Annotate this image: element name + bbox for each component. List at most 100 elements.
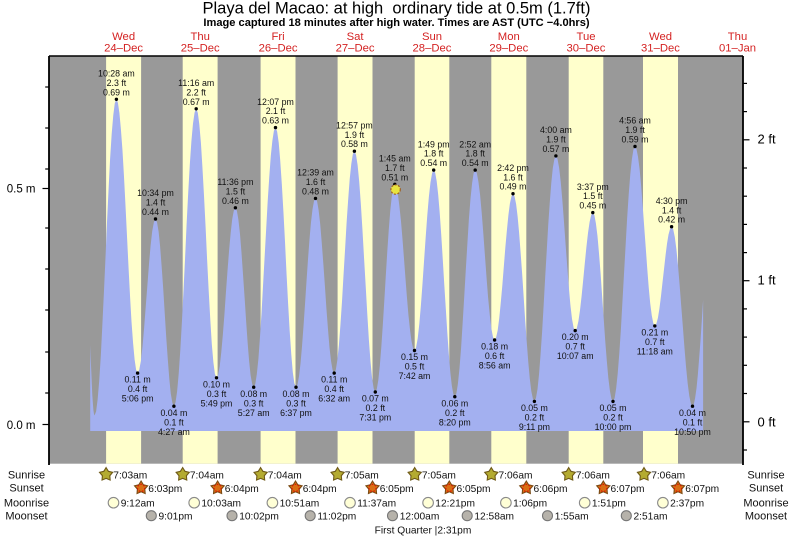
svg-text:1.8 ft: 1.8 ft [424, 149, 444, 159]
svg-text:10:02pm: 10:02pm [239, 512, 279, 523]
svg-text:7:06am: 7:06am [651, 470, 685, 481]
svg-text:Sunset: Sunset [749, 483, 783, 495]
svg-text:7:05am: 7:05am [345, 470, 379, 481]
svg-text:0.5 ft: 0.5 ft [405, 362, 425, 372]
svg-text:0.18 m: 0.18 m [481, 342, 508, 352]
svg-text:12:00am: 12:00am [400, 512, 440, 523]
svg-text:1.6 ft: 1.6 ft [306, 177, 326, 187]
svg-text:10:28 am: 10:28 am [98, 69, 135, 79]
svg-text:28–Dec: 28–Dec [413, 43, 452, 55]
svg-text:0.1 ft: 0.1 ft [683, 417, 703, 427]
svg-text:Sunrise: Sunrise [8, 469, 45, 481]
svg-text:8:56 am: 8:56 am [479, 361, 511, 371]
svg-text:0.11 m: 0.11 m [321, 375, 347, 385]
svg-text:0.1 ft: 0.1 ft [164, 417, 184, 427]
svg-text:7:05am: 7:05am [422, 470, 456, 481]
svg-text:1:51pm: 1:51pm [592, 499, 626, 510]
svg-text:0.49 m: 0.49 m [500, 182, 527, 192]
svg-text:0.54 m: 0.54 m [462, 158, 489, 168]
svg-text:1.5 ft: 1.5 ft [226, 186, 246, 196]
svg-text:0.46 m: 0.46 m [222, 196, 249, 206]
svg-text:0.20 m: 0.20 m [562, 332, 589, 342]
svg-text:Image captured 18 minutes afte: Image captured 18 minutes after high wat… [203, 17, 590, 29]
svg-text:4:00 am: 4:00 am [540, 125, 572, 135]
svg-text:2:42 pm: 2:42 pm [497, 163, 529, 173]
svg-text:Sunset: Sunset [9, 483, 43, 495]
svg-text:1.8 ft: 1.8 ft [465, 149, 485, 159]
svg-text:10:03am: 10:03am [201, 499, 241, 510]
svg-text:8:20 pm: 8:20 pm [439, 417, 471, 427]
svg-text:6:05pm: 6:05pm [380, 484, 414, 495]
svg-text:0.54 m: 0.54 m [420, 158, 447, 168]
svg-text:7:31 pm: 7:31 pm [359, 413, 391, 423]
svg-text:Thu: Thu [728, 31, 747, 43]
svg-text:9:11 pm: 9:11 pm [519, 422, 550, 432]
svg-text:Wed: Wed [649, 31, 672, 43]
svg-text:24–Dec: 24–Dec [104, 43, 143, 55]
svg-text:6:07pm: 6:07pm [685, 484, 719, 495]
svg-text:30–Dec: 30–Dec [567, 43, 606, 55]
svg-text:0.05 m: 0.05 m [521, 403, 548, 413]
svg-text:1.9 ft: 1.9 ft [345, 130, 365, 140]
svg-text:0.3 ft: 0.3 ft [207, 389, 227, 399]
svg-text:1.4 ft: 1.4 ft [146, 198, 166, 208]
svg-text:1 ft: 1 ft [758, 273, 776, 288]
svg-text:0.15 m: 0.15 m [401, 352, 428, 362]
svg-text:Moonset: Moonset [745, 511, 787, 523]
svg-text:0.4 ft: 0.4 ft [128, 384, 148, 394]
svg-text:7:06am: 7:06am [576, 470, 610, 481]
svg-text:0.58 m: 0.58 m [341, 139, 368, 149]
svg-text:1.4 ft: 1.4 ft [662, 205, 682, 215]
svg-text:12:07 pm: 12:07 pm [257, 97, 294, 107]
svg-text:11:02pm: 11:02pm [317, 512, 356, 523]
svg-text:6:06pm: 6:06pm [534, 484, 568, 495]
svg-text:Sun: Sun [422, 31, 442, 43]
svg-text:11:16 am: 11:16 am [178, 78, 214, 88]
svg-text:5:49 pm: 5:49 pm [201, 398, 233, 408]
svg-text:29–Dec: 29–Dec [489, 43, 528, 55]
svg-text:7:03am: 7:03am [113, 470, 147, 481]
svg-text:Mon: Mon [498, 31, 520, 43]
svg-text:12:39 am: 12:39 am [297, 168, 334, 178]
svg-text:2:51am: 2:51am [634, 512, 668, 523]
svg-text:10:51am: 10:51am [280, 499, 320, 510]
svg-text:11:18 am: 11:18 am [637, 347, 673, 357]
svg-text:5:27 am: 5:27 am [238, 408, 270, 418]
svg-text:1:06pm: 1:06pm [513, 499, 547, 510]
svg-text:Playa del Macao: at high ordi: Playa del Macao: at high ordinary tide a… [203, 0, 591, 18]
svg-text:9:12am: 9:12am [121, 499, 155, 510]
svg-text:27–Dec: 27–Dec [336, 43, 375, 55]
svg-text:Fri: Fri [272, 31, 285, 43]
svg-text:Sunrise: Sunrise [747, 469, 784, 481]
svg-text:1.6 ft: 1.6 ft [503, 172, 523, 182]
svg-text:Wed: Wed [112, 31, 135, 43]
svg-text:4:27 am: 4:27 am [158, 427, 190, 437]
svg-text:0.2 ft: 0.2 ft [366, 403, 386, 413]
svg-text:0.2 ft: 0.2 ft [525, 413, 545, 423]
svg-text:0 ft: 0 ft [758, 415, 776, 430]
svg-text:12:57 pm: 12:57 pm [336, 120, 373, 130]
svg-text:5:06 pm: 5:06 pm [122, 394, 154, 404]
svg-text:1:49 pm: 1:49 pm [418, 139, 450, 149]
svg-text:6:04pm: 6:04pm [225, 484, 259, 495]
svg-text:Moonset: Moonset [5, 511, 47, 523]
svg-text:First Quarter |2:31pm: First Quarter |2:31pm [375, 526, 472, 537]
svg-text:1.9 ft: 1.9 ft [625, 125, 645, 135]
svg-text:0.06 m: 0.06 m [441, 398, 468, 408]
svg-text:0.67 m: 0.67 m [183, 97, 210, 107]
svg-text:6:05pm: 6:05pm [457, 484, 491, 495]
svg-text:0.5 m: 0.5 m [7, 184, 36, 196]
svg-text:6:32 am: 6:32 am [318, 394, 350, 404]
svg-text:0.4 ft: 0.4 ft [324, 384, 344, 394]
svg-text:0.07 m: 0.07 m [362, 394, 389, 404]
svg-text:2 ft: 2 ft [758, 132, 776, 147]
svg-text:6:03pm: 6:03pm [148, 484, 182, 495]
svg-text:26–Dec: 26–Dec [259, 43, 298, 55]
svg-text:0.11 m: 0.11 m [124, 375, 150, 385]
svg-text:0.42 m: 0.42 m [658, 215, 685, 225]
svg-text:0.44 m: 0.44 m [142, 207, 169, 217]
svg-text:7:04am: 7:04am [190, 470, 224, 481]
svg-text:7:06am: 7:06am [499, 470, 533, 481]
svg-text:7:04am: 7:04am [268, 470, 302, 481]
svg-text:1.7 ft: 1.7 ft [385, 163, 405, 173]
